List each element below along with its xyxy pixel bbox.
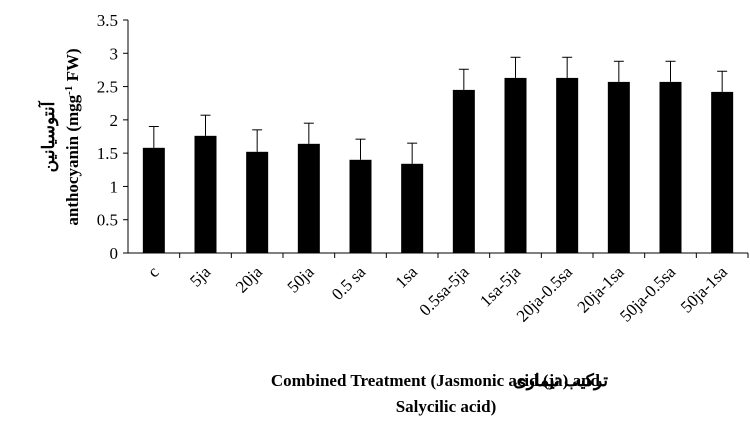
y-tick-label: 2	[110, 111, 119, 130]
x-axis-label-fa: ترکیب تیماری	[513, 371, 608, 391]
bar	[452, 89, 475, 254]
bar	[349, 159, 372, 253]
x-tick-label: 1sa-5ja	[476, 262, 524, 310]
y-axis-label-part: FW)	[63, 48, 82, 85]
x-tick-label: 50ja-1sa	[677, 262, 731, 316]
bar	[297, 143, 320, 253]
y-axis-label-fa: آنتوسیانین	[37, 100, 59, 172]
x-tick-label: 20ja	[232, 262, 266, 296]
bar	[711, 91, 734, 253]
bar	[246, 151, 269, 253]
bar	[194, 135, 217, 253]
x-tick-label: 0.5 sa	[328, 262, 370, 304]
y-tick-label: 1.5	[97, 144, 118, 163]
y-axis-label-sup: -1	[63, 86, 75, 95]
bar	[401, 163, 424, 253]
y-tick-label: 3	[110, 44, 119, 63]
y-tick-label: 0	[110, 244, 119, 263]
y-tick-label: 1	[110, 177, 119, 196]
x-axis-label: Salycilic acid)	[396, 397, 497, 416]
x-tick-label: 50ja-0.5sa	[616, 262, 679, 325]
y-tick-label: 3.5	[97, 11, 118, 30]
bar	[504, 77, 527, 253]
y-tick-label: 2.5	[97, 78, 118, 97]
x-tick-label: 20ja-0.5sa	[513, 262, 576, 325]
bar	[556, 77, 579, 253]
x-tick-label: 50ja	[284, 262, 318, 296]
x-tick-label: 5ja	[186, 262, 214, 290]
y-tick-label: 0.5	[97, 211, 118, 230]
bar	[607, 81, 630, 253]
y-axis-label-part: anthocyanin (mgg	[63, 94, 82, 225]
x-axis-label: Combined Treatment (Jasmonic acid (ja) a…	[271, 371, 601, 390]
y-axis-label: anthocyanin (mgg-1 FW)	[63, 48, 82, 225]
x-tick-label: 0.5sa-5ja	[415, 262, 472, 319]
bar	[142, 147, 165, 253]
x-tick-label: 1sa	[392, 262, 422, 292]
x-tick-label: c	[144, 262, 163, 281]
bar	[659, 81, 682, 253]
